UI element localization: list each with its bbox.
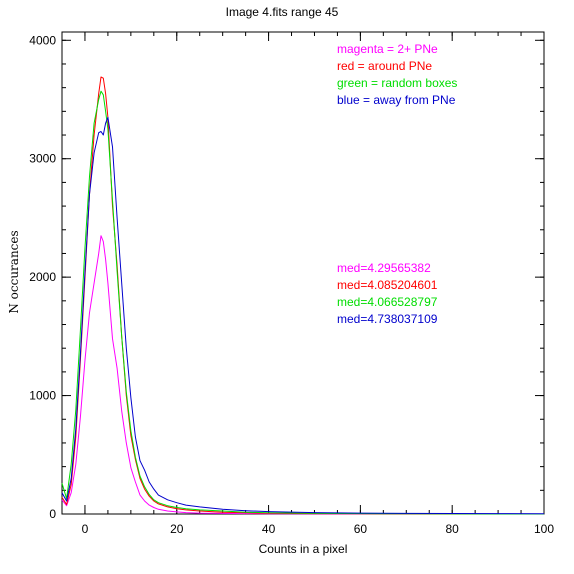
x-axis-label: Counts in a pixel xyxy=(259,542,348,556)
y-tick-label: 4000 xyxy=(29,33,56,47)
median-annotations: med=4.29565382 med=4.085204601 med=4.06652… xyxy=(337,261,438,326)
legend-entry: blue = away from PNe xyxy=(337,93,456,107)
series-line-4 xyxy=(61,116,545,515)
y-axis-label: N occurances xyxy=(7,230,21,313)
x-tick-label: 60 xyxy=(354,522,368,536)
y-tick-label: 0 xyxy=(49,507,56,521)
x-tick-label: 80 xyxy=(446,522,460,536)
median-annotation: med=4.738037109 xyxy=(337,312,438,326)
x-tick-label: 100 xyxy=(534,522,554,536)
series-line-1 xyxy=(61,235,544,515)
median-annotation: med=4.29565382 xyxy=(337,261,431,275)
x-tick-label: 0 xyxy=(82,522,89,536)
x-tick-label: 20 xyxy=(170,522,184,536)
legend-entry: red = around PNe xyxy=(337,59,432,73)
x-tick-label: 40 xyxy=(262,522,276,536)
y-tick-label: 3000 xyxy=(29,152,56,166)
legend-entry: green = random boxes xyxy=(337,76,457,90)
median-annotation: med=4.085204601 xyxy=(337,278,438,292)
y-tick-label: 2000 xyxy=(29,270,56,284)
chart-title: Image 4.fits range 45 xyxy=(226,5,339,19)
legend: magenta = 2+ PNe red = around PNe green = … xyxy=(337,42,457,107)
series-layer xyxy=(61,76,545,515)
median-annotation: med=4.066528797 xyxy=(337,295,438,309)
y-tick-label: 1000 xyxy=(29,389,56,403)
series-line-3 xyxy=(61,90,544,515)
legend-entry: magenta = 2+ PNe xyxy=(337,42,438,56)
